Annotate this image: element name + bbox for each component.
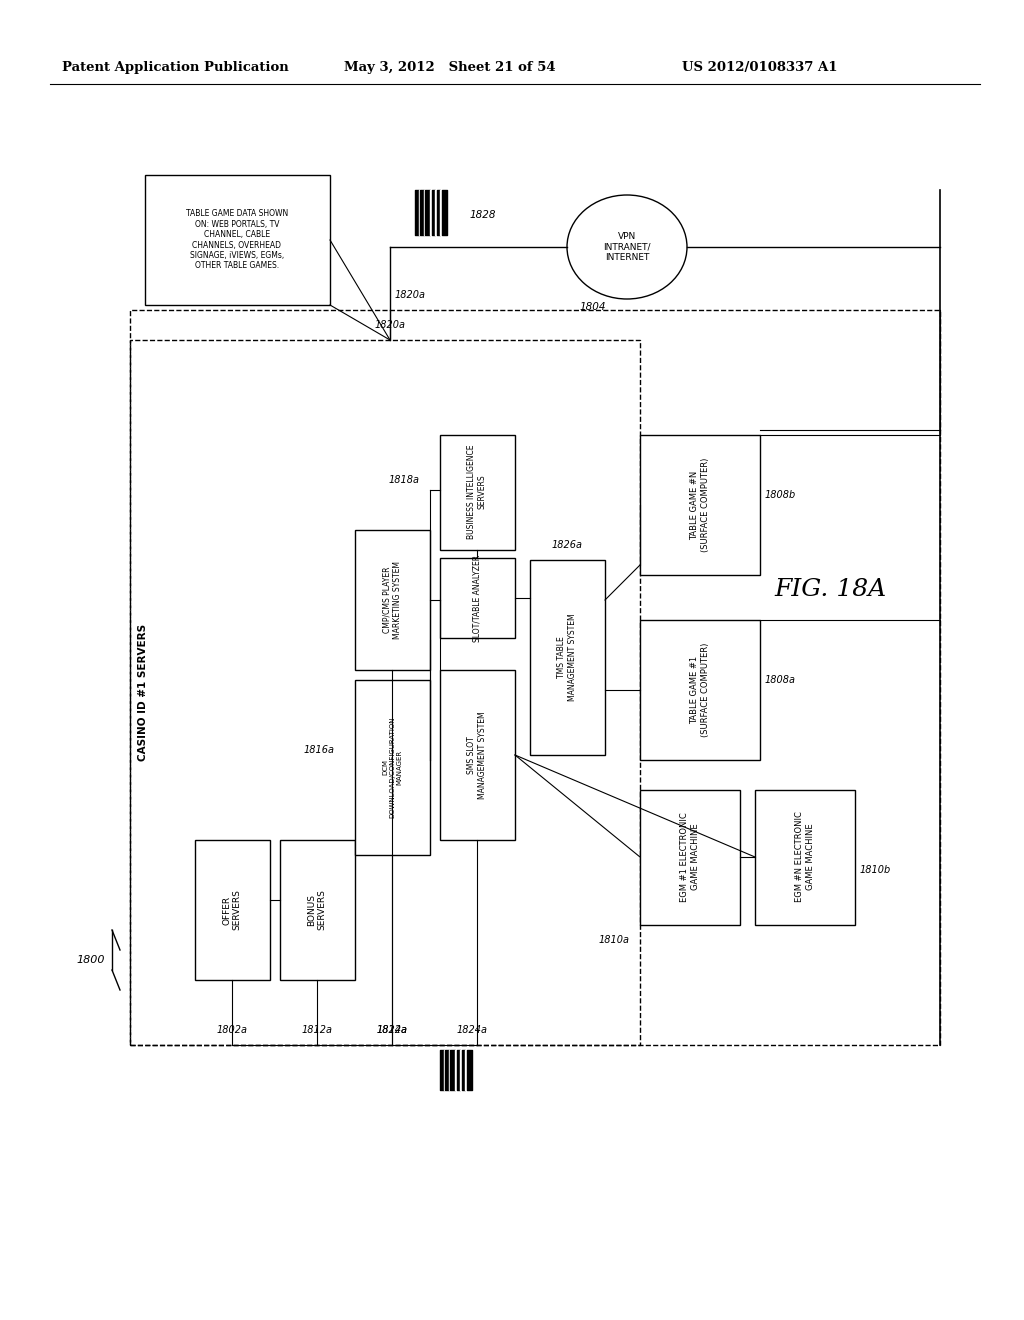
Bar — [440, 558, 515, 638]
Text: 1804: 1804 — [580, 302, 606, 312]
Text: 1820a: 1820a — [395, 290, 426, 300]
Bar — [440, 436, 515, 550]
Text: TABLE GAME DATA SHOWN
ON: WEB PORTALS, TV
CHANNEL, CABLE
CHANNELS, OVERHEAD
SIGN: TABLE GAME DATA SHOWN ON: WEB PORTALS, T… — [186, 210, 288, 271]
Text: Patent Application Publication: Patent Application Publication — [61, 62, 289, 74]
Text: SMS SLOT
MANAGEMENT SYSTEM: SMS SLOT MANAGEMENT SYSTEM — [467, 711, 486, 799]
Bar — [195, 840, 270, 979]
Text: VPN
INTRANET/
INTERNET: VPN INTRANET/ INTERNET — [603, 232, 650, 261]
Text: 1822a: 1822a — [377, 1026, 408, 1035]
Bar — [130, 341, 640, 1045]
Text: EGM #N ELECTRONIC
GAME MACHINE: EGM #N ELECTRONIC GAME MACHINE — [796, 812, 815, 903]
Text: May 3, 2012   Sheet 21 of 54: May 3, 2012 Sheet 21 of 54 — [344, 62, 556, 74]
Bar — [755, 789, 855, 925]
Bar — [640, 620, 760, 760]
Bar — [640, 436, 760, 576]
Bar — [530, 560, 605, 755]
Text: CASINO ID #1 SERVERS: CASINO ID #1 SERVERS — [138, 623, 148, 760]
Text: 1808b: 1808b — [765, 490, 797, 500]
Text: 1802a: 1802a — [216, 1026, 248, 1035]
Text: TABLE GAME #N
(SURFACE COMPUTER): TABLE GAME #N (SURFACE COMPUTER) — [690, 458, 710, 552]
Text: 1810a: 1810a — [599, 935, 630, 945]
Text: CMP/CMS PLAYER
MARKETING SYSTEM: CMP/CMS PLAYER MARKETING SYSTEM — [382, 561, 401, 639]
Text: 1818a: 1818a — [389, 475, 420, 484]
Bar — [130, 310, 940, 1045]
Bar — [145, 176, 330, 305]
Text: 1800: 1800 — [77, 954, 105, 965]
Text: DCM
DOWNLOAD/CONFIGURATION
MANAGER: DCM DOWNLOAD/CONFIGURATION MANAGER — [382, 717, 402, 818]
Text: FIG. 18A: FIG. 18A — [774, 578, 886, 602]
Text: TMS TABLE
MANAGEMENT SYSTEM: TMS TABLE MANAGEMENT SYSTEM — [557, 614, 577, 701]
Text: BUSINESS INTELLIGENCE
SERVERS: BUSINESS INTELLIGENCE SERVERS — [467, 445, 486, 540]
Bar — [440, 671, 515, 840]
Text: 1820a: 1820a — [375, 319, 406, 330]
Text: EGM #1 ELECTRONIC
GAME MACHINE: EGM #1 ELECTRONIC GAME MACHINE — [680, 812, 699, 902]
Text: 1812a: 1812a — [301, 1026, 333, 1035]
Text: 1808a: 1808a — [765, 675, 796, 685]
Ellipse shape — [567, 195, 687, 300]
Text: TABLE GAME #1
(SURFACE COMPUTER): TABLE GAME #1 (SURFACE COMPUTER) — [690, 643, 710, 737]
Text: 1810b: 1810b — [860, 865, 891, 875]
Text: 1828: 1828 — [470, 210, 497, 220]
Text: US 2012/0108337 A1: US 2012/0108337 A1 — [682, 62, 838, 74]
Bar — [355, 531, 430, 671]
Text: 1814a: 1814a — [377, 1026, 408, 1035]
Bar — [355, 680, 430, 855]
Text: 1826a: 1826a — [552, 540, 583, 550]
Text: BONUS
SERVERS: BONUS SERVERS — [307, 890, 327, 931]
Text: SLOT/TABLE ANALYZER: SLOT/TABLE ANALYZER — [472, 554, 481, 642]
Bar — [640, 789, 740, 925]
Bar — [280, 840, 355, 979]
Text: 1816a: 1816a — [304, 744, 335, 755]
Text: OFFER
SERVERS: OFFER SERVERS — [222, 890, 242, 931]
Text: 1824a: 1824a — [457, 1026, 487, 1035]
